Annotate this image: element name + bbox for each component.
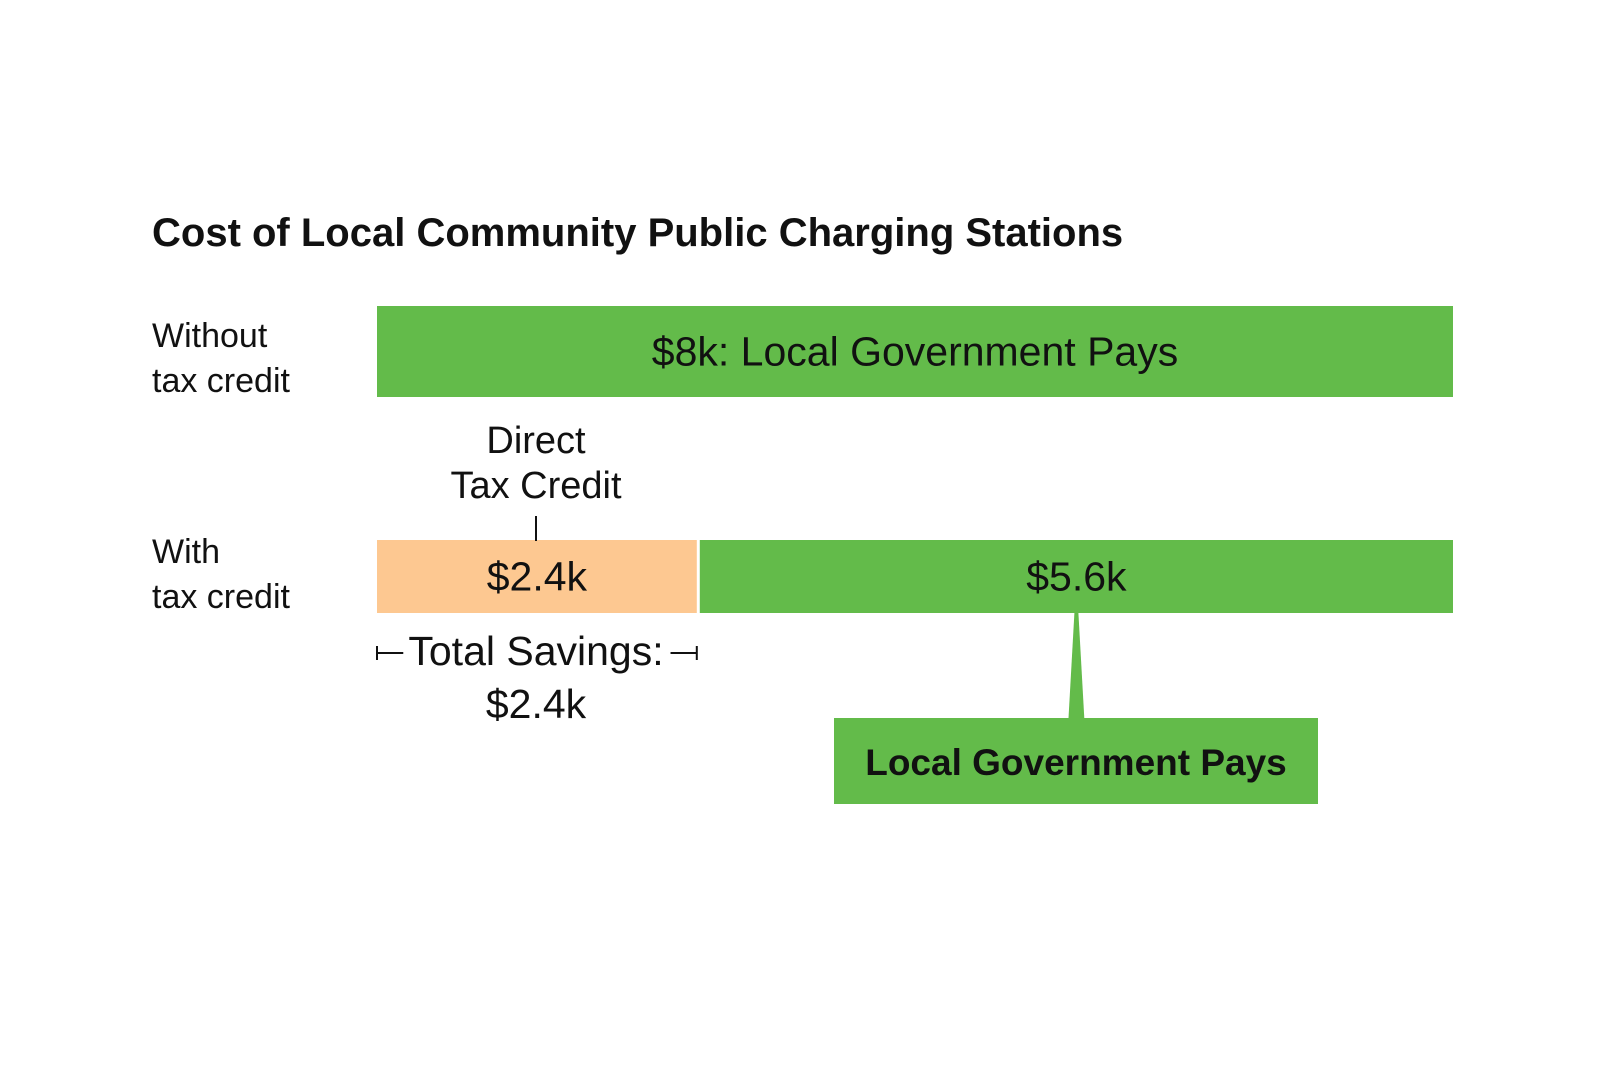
bar-label-row1-seg1: $5.6k — [1026, 554, 1127, 600]
savings-label-line2: $2.4k — [486, 681, 587, 727]
callout-pointer — [1068, 613, 1085, 720]
bars-layer: $8k: Local Government Pays $2.4k $5.6k — [377, 306, 1453, 613]
row-label-without-line1: Without — [152, 317, 268, 355]
bar-row1-seg1 — [699, 540, 1453, 613]
bar-label-row1-seg0: $2.4k — [487, 554, 588, 600]
chart-title: Cost of Local Community Public Charging … — [152, 211, 1123, 255]
row-label-with-line2: tax credit — [152, 578, 290, 616]
callout-box — [834, 718, 1318, 804]
row-label-without-line2: tax credit — [152, 362, 290, 400]
direct-credit-label-line2: Tax Credit — [450, 465, 621, 507]
savings-bracket — [376, 646, 698, 660]
savings-label-line1: Total Savings: — [408, 628, 663, 674]
bar-row0-seg0 — [377, 306, 1453, 397]
row-label-with-line1: With — [152, 533, 220, 571]
bar-label-row0-seg0: $8k: Local Government Pays — [652, 329, 1178, 375]
callout-text: Local Government Pays — [865, 742, 1287, 783]
bar-row1-seg0 — [377, 540, 697, 613]
direct-credit-label-line1: Direct — [486, 420, 586, 462]
